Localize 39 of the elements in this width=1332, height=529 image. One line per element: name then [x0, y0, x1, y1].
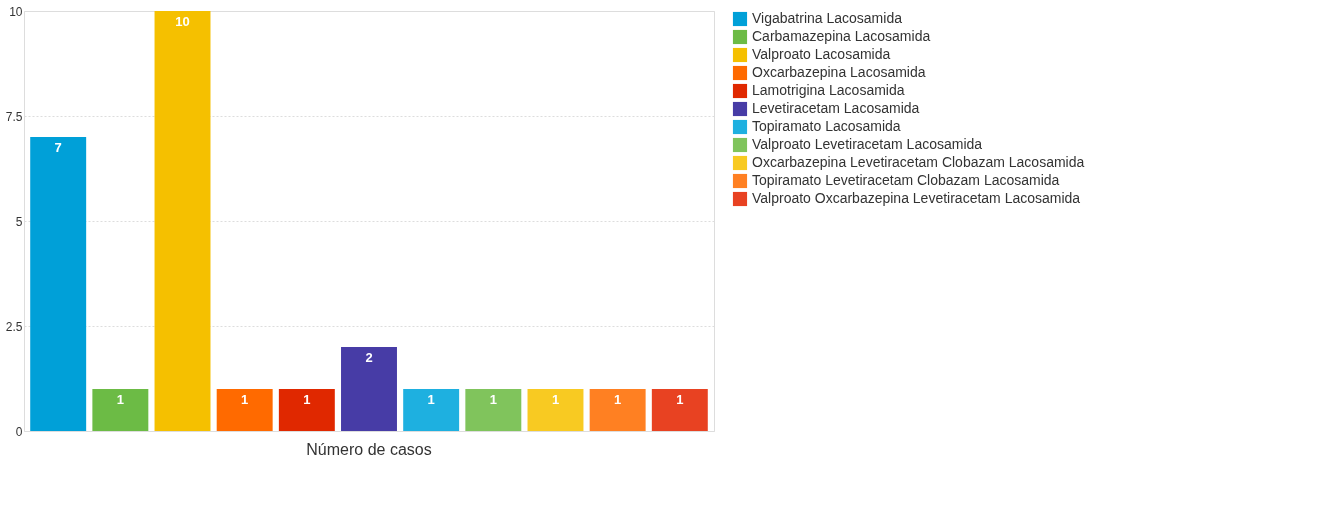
bar [154, 11, 211, 431]
data-label: 1 [303, 392, 311, 407]
data-label: 1 [489, 392, 497, 407]
bar [92, 389, 149, 431]
legend-label: Valproato Levetiracetam Lacosamida [752, 136, 983, 152]
bar [651, 389, 708, 431]
data-label: 1 [427, 392, 435, 407]
data-label: 1 [241, 392, 249, 407]
bar [589, 389, 646, 431]
y-tick-label: 0 [15, 424, 23, 439]
y-tick-label: 2.5 [5, 319, 23, 334]
legend-label: Topiramato Lacosamida [752, 118, 901, 134]
data-label: 2 [365, 350, 373, 365]
bar [403, 389, 460, 431]
y-tick-label: 10 [9, 4, 23, 19]
data-label: 7 [54, 140, 62, 155]
bar [278, 389, 335, 431]
data-label: 1 [614, 392, 622, 407]
legend-label: Vigabatrina Lacosamida [752, 10, 903, 26]
bar [465, 389, 522, 431]
y-tick-label: 7.5 [5, 109, 23, 124]
legend-label: Topiramato Levetiracetam Clobazam Lacosamida [752, 172, 1060, 188]
legend-label: Oxcarbazepina Lacosamida [752, 64, 926, 80]
legend-label: Oxcarbazepina Levetiracetam Clobazam Lacosamida [752, 154, 1085, 170]
bar [527, 389, 584, 431]
data-label: 1 [676, 392, 684, 407]
legend-label: Carbamazepina Lacosamida [752, 28, 931, 44]
y-tick-label: 5 [15, 214, 23, 229]
x-tick-label: Número de casos [306, 440, 432, 458]
bar [30, 137, 87, 431]
bar [341, 347, 397, 431]
data-label: 1 [116, 392, 124, 407]
legend-label: Valproato Lacosamida [752, 46, 891, 62]
legend-label: Levetiracetam Lacosamida [752, 100, 920, 116]
bar [216, 389, 273, 431]
data-label: 10 [175, 14, 190, 29]
data-label: 1 [551, 392, 560, 407]
legend-label: Valproato Oxcarbazepina Levetiracetam Lacosamida [752, 190, 1081, 206]
legend-label: Lamotrigina Lacosamida [752, 82, 905, 98]
